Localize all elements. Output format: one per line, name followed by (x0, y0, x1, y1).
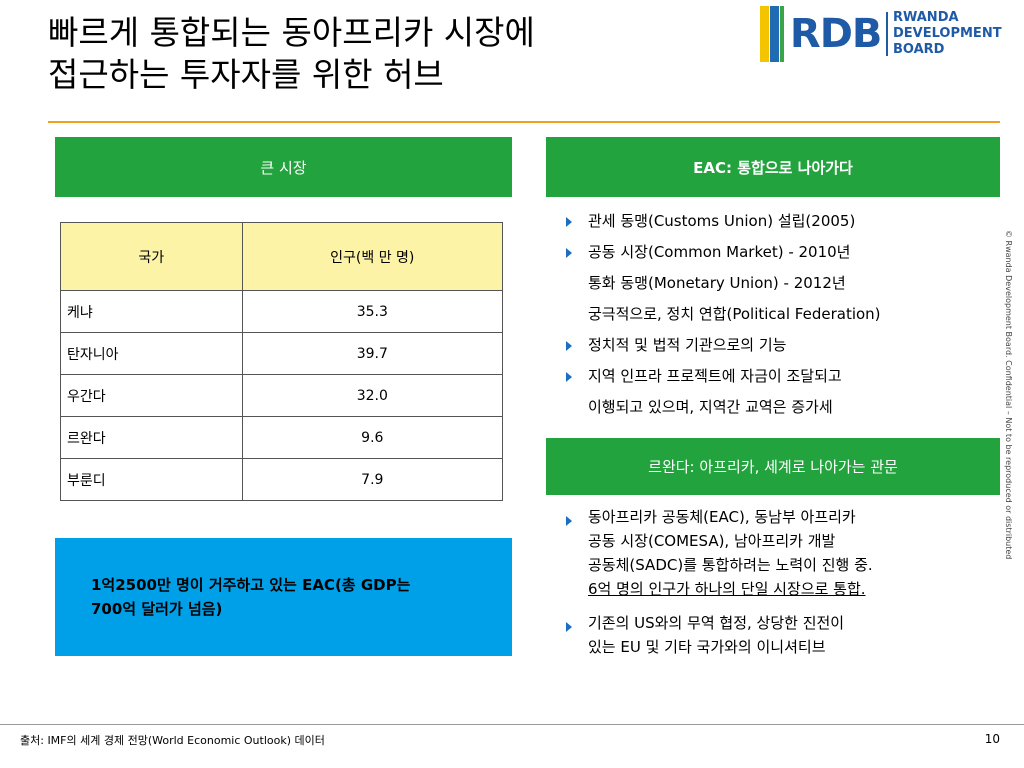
table-row: 케냐 35.3 (60, 290, 504, 333)
column-header: 인구(백 만 명) (241, 222, 504, 291)
table-row: 부룬디 7.9 (60, 458, 504, 501)
population: 35.3 (241, 290, 504, 333)
bullet-line: 정치적 및 법적 기관으로의 기능 (588, 336, 787, 354)
bullet-line: 공동체(SADC)를 통합하려는 노력이 진행 중. (588, 556, 873, 574)
bullet-line: 통화 동맹(Monetary Union) - 2012년 (588, 274, 846, 292)
bullet-list: 관세 동맹(Customs Union) 설립(2005) 공동 시장(Commo… (558, 206, 998, 423)
country: 케냐 (60, 290, 243, 333)
country: 르완다 (60, 416, 243, 459)
population: 32.0 (241, 374, 504, 417)
bullet-line: 이행되고 있으며, 지역간 교역은 증가세 (588, 398, 833, 416)
source: 출처: IMF의 세계 경제 전망(World Economic Outlook… (20, 734, 325, 747)
callout: 1억2500만 명이 거주하고 있는 EAC(총 GDP는 700억 달러가 넘… (55, 538, 512, 656)
divider (48, 121, 1000, 123)
title: 빠르게 통합되는 동아프리카 시장에 접근하는 투자자를 위한 허브 (48, 12, 535, 96)
logo-mark: RDB (789, 11, 882, 57)
bullet-line: 공동 시장(Common Market) - 2010년 (588, 243, 851, 261)
bullet-line: 기존의 US와의 무역 협정, 상당한 진전이 (588, 614, 845, 632)
logo: RDB RWANDA DEVELOPMENT BOARD (760, 6, 1024, 62)
country: 우간다 (60, 374, 243, 417)
bullet-line: 있는 EU 및 기타 국가와의 이니셔티브 (588, 638, 826, 656)
confidential-note: © Rwanda Development Board. Confidential… (1004, 230, 1013, 560)
population-table: 국가 인구(백 만 명) 케냐 35.3 탄자니아 39.7 우간다 32.0 르완다 9.6 부룬… (60, 222, 504, 501)
column-header: 국가 (60, 222, 243, 291)
logo-line: RWANDA (892, 10, 959, 25)
section-heading: EAC: 통합으로 나아가다 (546, 137, 1000, 197)
population: 7.9 (241, 458, 504, 501)
logo-stripes (760, 6, 784, 62)
bullet-line: 공동 시장(COMESA), 남아프리카 개발 (588, 532, 836, 550)
title-line: 접근하는 투자자를 위한 허브 (48, 55, 444, 94)
table-row: 탄자니아 39.7 (60, 332, 504, 375)
population: 9.6 (241, 416, 504, 459)
table-row: 르완다 9.6 (60, 416, 504, 459)
bullet-line: 궁극적으로, 정치 연합(Political Federation) (588, 305, 881, 323)
bullet-line: 관세 동맹(Customs Union) 설립(2005) (588, 212, 856, 230)
logo-line: DEVELOPMENT BOARD (892, 26, 1002, 57)
population: 39.7 (241, 332, 504, 375)
bullet-line: 지역 인프라 프로젝트에 자금이 조달되고 (588, 367, 842, 385)
section-heading: 르완다: 아프리카, 세계로 나아가는 관문 (546, 438, 1000, 495)
country: 탄자니아 (60, 332, 243, 375)
bullet-line: 6억 명의 인구가 하나의 단일 시장으로 통합. (588, 580, 866, 598)
page-number: 10 (984, 732, 1000, 746)
bullet-item: 정치적 및 법적 기관으로의 기능 (558, 330, 998, 361)
bullet-item: 관세 동맹(Customs Union) 설립(2005) (558, 206, 998, 237)
callout-line: 700억 달러가 넘음) (91, 600, 223, 618)
country: 부룬디 (60, 458, 243, 501)
logo-text: RWANDA DEVELOPMENT BOARD (893, 10, 1024, 58)
table-row: 우간다 32.0 (60, 374, 504, 417)
title-line: 빠르게 통합되는 동아프리카 시장에 (48, 13, 535, 52)
section-heading: 큰 시장 (55, 137, 512, 197)
footer-rule (0, 724, 1024, 725)
bullet-line: 동아프리카 공동체(EAC), 동남부 아프리카 (588, 508, 856, 526)
callout-line: 1억2500만 명이 거주하고 있는 EAC(총 GDP는 (91, 576, 411, 594)
